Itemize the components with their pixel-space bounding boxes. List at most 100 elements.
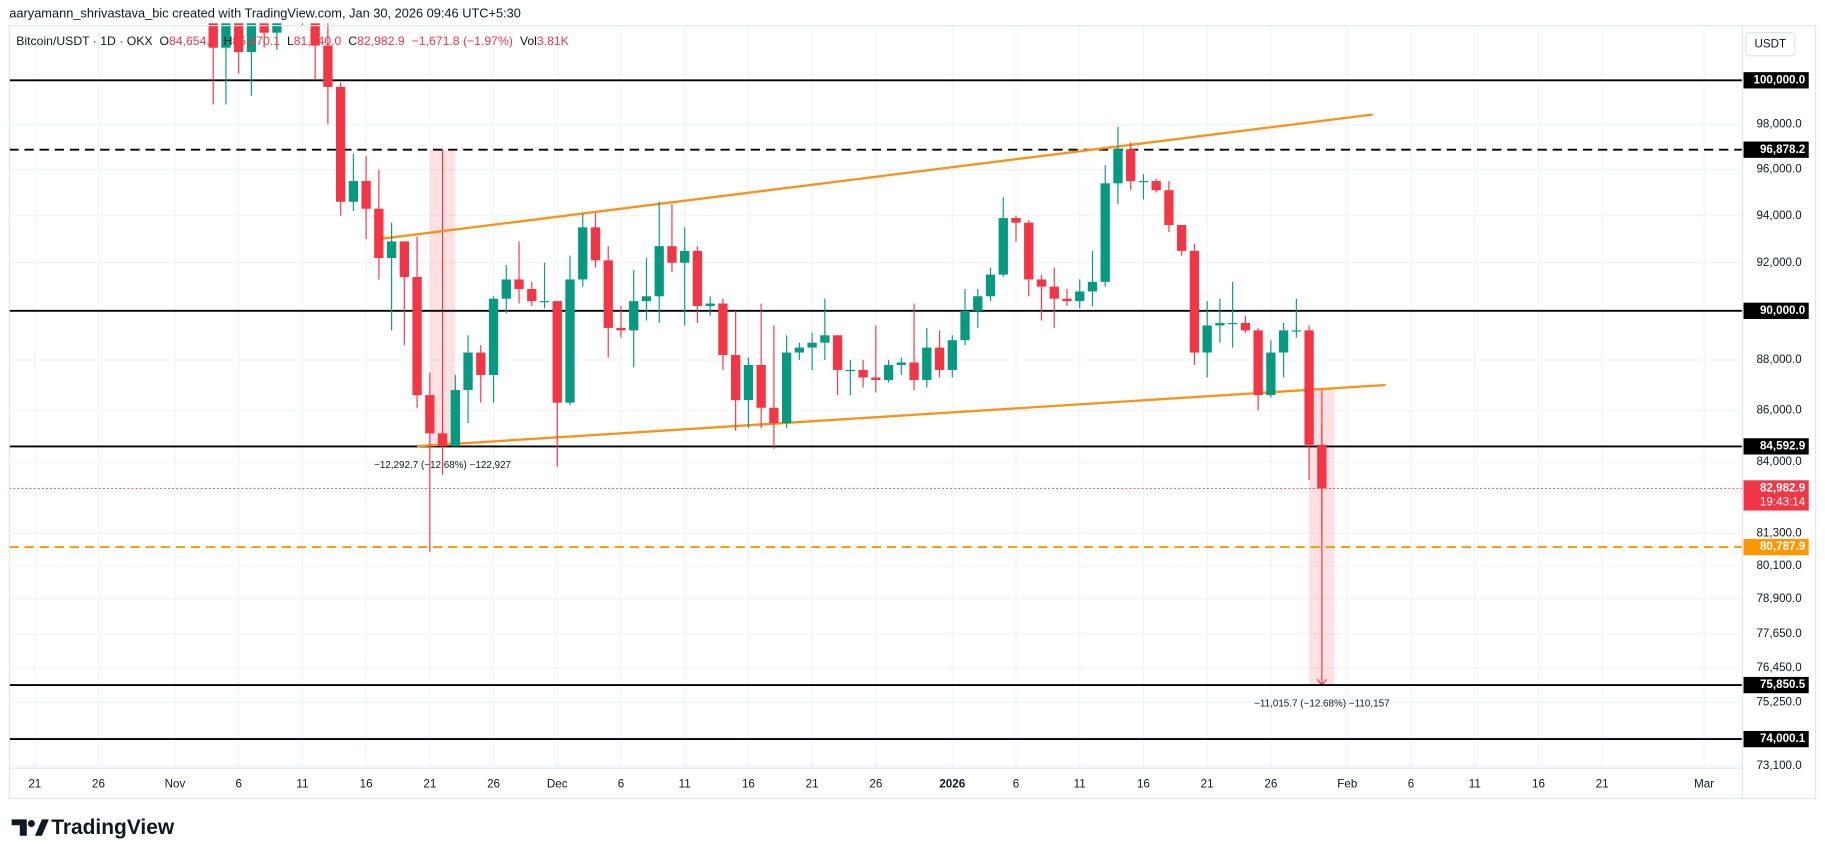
candle-body bbox=[641, 296, 652, 302]
candle-body bbox=[425, 395, 435, 434]
candle-body bbox=[1227, 323, 1238, 325]
candle-body bbox=[960, 310, 970, 341]
x-tick-label: 11 bbox=[296, 778, 308, 791]
candle-body bbox=[476, 352, 486, 375]
y-tick-label: 81,300.0 bbox=[1756, 526, 1802, 539]
y-tick-label: 88,000.0 bbox=[1756, 353, 1802, 366]
candle-body bbox=[883, 364, 894, 380]
measure-label: −11,015.7 (−12.68%) −110,157 bbox=[1254, 698, 1390, 709]
legend-item: C bbox=[348, 34, 357, 48]
x-tick-label: 21 bbox=[423, 778, 436, 791]
candle-body bbox=[1317, 444, 1327, 489]
candle-body bbox=[590, 227, 601, 261]
candle-body bbox=[769, 407, 779, 424]
candle-body bbox=[781, 352, 792, 424]
price-label: 80,787.9 bbox=[1760, 540, 1806, 553]
candle-body bbox=[1253, 330, 1263, 396]
x-tick-label: 6 bbox=[235, 778, 241, 791]
x-tick-label: Nov bbox=[165, 778, 186, 791]
logo-dot bbox=[27, 819, 35, 827]
y-tick-label: 92,000.0 bbox=[1756, 256, 1802, 269]
y-tick-label: 96,000.0 bbox=[1756, 163, 1802, 176]
x-tick-label: Mar bbox=[1694, 778, 1714, 791]
legend-item: 3.81K bbox=[537, 34, 570, 48]
candle-body bbox=[858, 369, 868, 378]
currency[interactable]: USDT bbox=[1754, 37, 1786, 50]
candle-body bbox=[820, 335, 830, 343]
currency-button[interactable] bbox=[1745, 32, 1796, 57]
candle-body bbox=[909, 362, 919, 380]
y-tick-label: 77,650.0 bbox=[1756, 627, 1802, 640]
candle-body bbox=[323, 45, 333, 87]
candle-body bbox=[871, 377, 881, 380]
candle-body bbox=[1024, 222, 1034, 280]
candle-body bbox=[514, 279, 524, 290]
candle-body bbox=[973, 296, 983, 311]
y-tick-label: 80,100.0 bbox=[1756, 559, 1802, 572]
candle-body bbox=[1049, 286, 1059, 299]
candle-body bbox=[348, 181, 359, 202]
candle-body bbox=[667, 246, 677, 263]
candle-body bbox=[1189, 250, 1200, 353]
legend-item: 84,654.2 bbox=[169, 34, 217, 48]
candle-body bbox=[1138, 181, 1149, 183]
candle-body bbox=[1113, 149, 1123, 184]
candle-body bbox=[450, 390, 460, 447]
y-tick-label: 98,000.0 bbox=[1756, 118, 1802, 131]
candle-body bbox=[1291, 330, 1302, 332]
candle-body bbox=[463, 352, 473, 391]
price-label: 74,000.1 bbox=[1760, 732, 1806, 745]
candle-body bbox=[718, 303, 728, 356]
legend-item: L bbox=[287, 34, 294, 48]
legend-item: 85,470.1 bbox=[232, 34, 280, 48]
candle-body bbox=[922, 347, 932, 380]
candle-body bbox=[832, 335, 843, 370]
candle-body bbox=[539, 301, 550, 303]
candle-body bbox=[578, 227, 588, 280]
candle-body bbox=[680, 250, 690, 263]
price-label: 84,592.9 bbox=[1760, 439, 1806, 452]
candle-body bbox=[998, 218, 1008, 275]
legend-item: −1,671.8 (−1.97%) bbox=[412, 34, 513, 48]
candle-body bbox=[246, 9, 257, 53]
candle-body bbox=[1304, 330, 1314, 445]
candle-body bbox=[488, 298, 499, 375]
price-label: 96,878.2 bbox=[1760, 143, 1805, 156]
candle-body bbox=[552, 301, 562, 403]
x-tick-label: 21 bbox=[1596, 778, 1609, 791]
candle-body bbox=[386, 241, 397, 258]
candle-body bbox=[1177, 225, 1187, 251]
candle-body bbox=[603, 260, 613, 328]
legend-item: Bitcoin/USDT · 1D · OKX bbox=[16, 34, 152, 48]
x-tick-label: Feb bbox=[1337, 778, 1357, 791]
candle-body bbox=[756, 364, 766, 408]
candle-body bbox=[896, 362, 906, 365]
candle-body bbox=[934, 347, 945, 370]
x-tick-label: 26 bbox=[92, 778, 105, 791]
price-countdown: 19:43:14 bbox=[1760, 495, 1806, 508]
legend-item: H bbox=[224, 34, 233, 48]
candle-body bbox=[1278, 330, 1289, 353]
author-band bbox=[0, 0, 1825, 24]
price-label-box bbox=[1743, 302, 1809, 319]
y-tick-label: 73,100.0 bbox=[1756, 759, 1802, 772]
candle-body bbox=[374, 208, 384, 258]
legend-item: O bbox=[160, 34, 170, 48]
price-label: 82,982.9 bbox=[1760, 482, 1806, 495]
candle-body bbox=[1215, 323, 1225, 326]
price-label-box bbox=[1743, 730, 1809, 748]
candle-body bbox=[947, 340, 957, 370]
logo-mark bbox=[34, 819, 49, 836]
y-tick-label: 76,450.0 bbox=[1756, 661, 1802, 674]
frame bbox=[8, 25, 1817, 800]
y-tick-label: 94,000.0 bbox=[1756, 209, 1802, 222]
price-label: 75,850.5 bbox=[1760, 678, 1806, 691]
candle-body bbox=[807, 342, 817, 348]
candle-body bbox=[437, 433, 448, 447]
x-tick-label: 21 bbox=[28, 778, 41, 791]
candle-body bbox=[731, 355, 741, 401]
candle-body bbox=[412, 277, 422, 396]
price-label-box bbox=[1743, 72, 1809, 89]
candle-body bbox=[1126, 149, 1136, 182]
